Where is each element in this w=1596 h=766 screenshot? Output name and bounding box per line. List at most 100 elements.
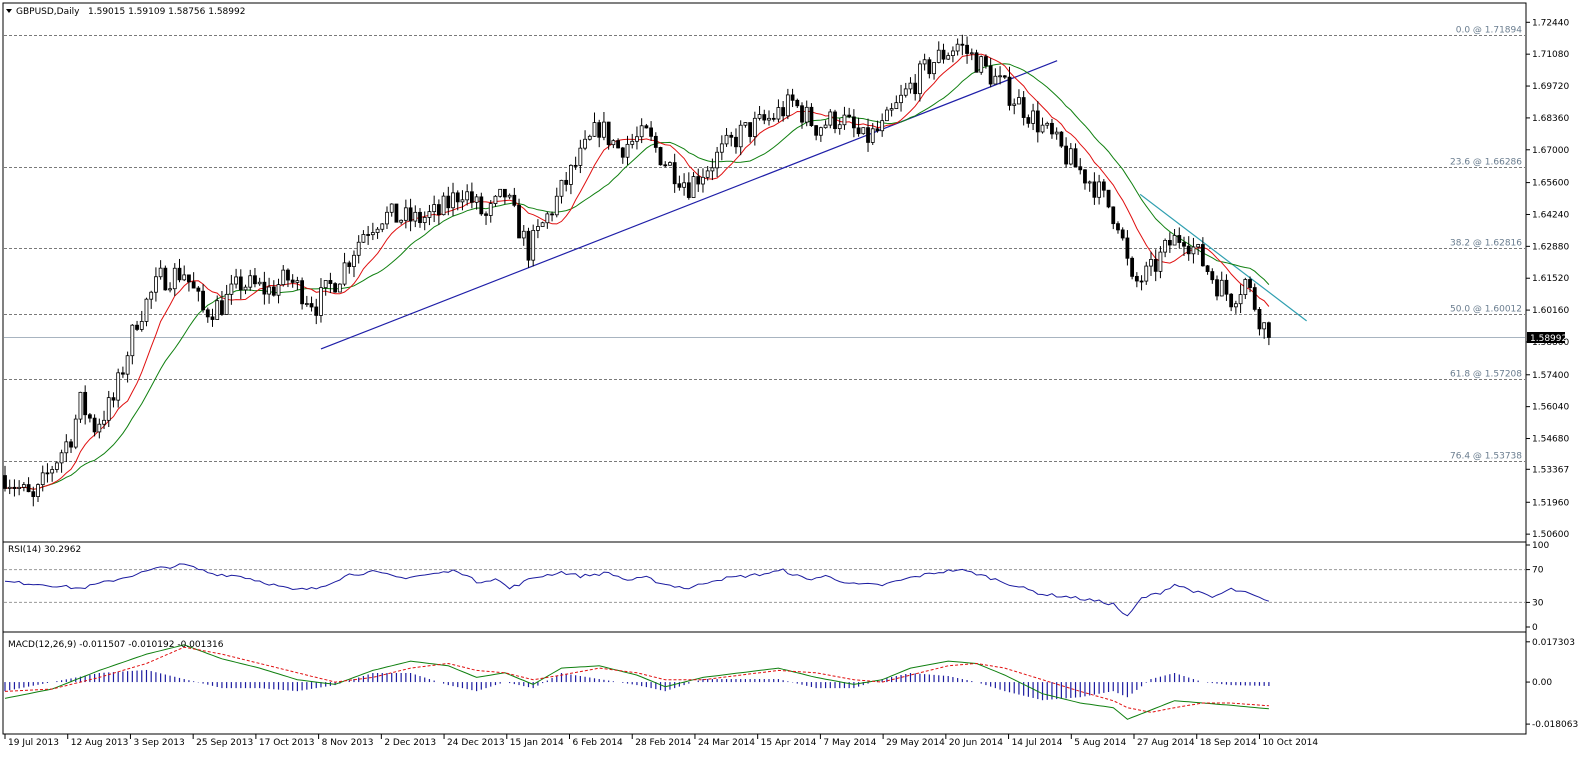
candle-body [1087,181,1092,184]
price-tick-label: 1.51960 [1532,498,1569,508]
candle-body [408,207,413,222]
candle-body [220,300,224,315]
candle-body [253,275,257,285]
candle-body [135,324,139,330]
candle-body [960,43,965,46]
time-tick-label: 6 Feb 2014 [573,738,624,748]
candle-body [526,230,531,261]
price-tick-label: 1.67000 [1532,146,1569,156]
candle-body [724,134,729,145]
candle-body [1233,303,1238,308]
candle-body [121,372,125,375]
candle-body [21,484,26,488]
candle-body [564,179,569,185]
candle-body [875,128,880,132]
candle-body [498,188,503,197]
candle-body [818,127,823,136]
candle-body [559,179,564,197]
candle-body [460,199,465,203]
rsi-tick-label: 70 [1532,566,1544,576]
candle-body [988,65,993,85]
candle-body [814,125,819,136]
candle-body [752,117,757,137]
candle-body [455,192,460,203]
candle-body [1210,271,1215,281]
candle-body [125,355,130,375]
candle-body [276,284,281,296]
candle-body [762,114,767,121]
candle-body [899,94,903,104]
candle-body [479,196,484,215]
candle-body [1031,110,1035,124]
candle-body [375,228,380,233]
candle-body [271,286,276,296]
candle-body [1229,293,1234,308]
candle-body [1186,245,1191,255]
candle-body [446,195,451,209]
candle-body [1035,110,1040,133]
rsi-tick-label: 0 [1532,623,1538,633]
macd-tick-label: 0.00 [1532,678,1552,688]
candle-body [31,491,36,497]
candle-body [517,204,521,239]
candle-body [936,49,941,63]
candle-body [1219,279,1224,297]
candle-body [823,124,828,129]
candle-body [229,283,234,295]
candle-body [1125,237,1130,259]
candle-body [337,283,342,293]
candle-body [432,204,437,213]
candle-body [922,59,927,65]
candle-body [54,462,59,470]
candle-body [1262,322,1267,330]
time-tick-label: 10 Oct 2014 [1262,738,1318,748]
candle-body [715,151,720,169]
macd-line [4,644,1269,720]
candle-body [40,472,45,486]
candle-body [111,397,116,401]
candle-body [738,124,743,148]
fib-label: 38.2 @ 1.62816 [1450,239,1522,249]
candle-body [1134,275,1139,282]
candle-body [234,276,238,285]
candle-body [884,109,889,122]
candle-body [26,484,31,493]
candle-body [785,94,790,117]
candle-body [484,213,488,216]
candle-body [413,211,418,222]
price-tick-label: 1.54680 [1532,435,1569,445]
candle-body [847,114,852,118]
candle-body [1215,279,1219,297]
candle-body [719,143,724,153]
time-tick-label: 7 May 2014 [823,738,876,748]
candle-body [1224,279,1229,295]
candle-body [932,62,936,75]
price-tick-label: 1.71080 [1532,50,1569,60]
candle-body [1243,279,1248,295]
candle-body [1266,322,1271,338]
candle-body [979,56,984,73]
candle-body [1026,117,1031,124]
candle-body [696,176,701,185]
price-tick-label: 1.64240 [1532,210,1569,220]
dropdown-triangle-icon[interactable] [6,9,12,13]
candle-body [328,280,333,284]
candle-body [1144,265,1149,282]
symbol-header: GBPUSD,Daily [16,7,80,17]
candle-body [418,211,422,224]
candle-body [97,423,102,433]
candle-body [1120,229,1125,239]
candle-body [1068,148,1073,165]
candle-body [1130,257,1135,277]
candle-body [158,267,163,278]
candle-body [795,99,800,107]
candle-body [569,164,573,185]
candle-body [521,230,526,239]
candle-body [130,324,135,357]
candle-body [50,469,55,474]
candle-body [347,262,352,267]
fib-label: 61.8 @ 1.57208 [1450,370,1522,380]
candle-body [545,213,550,224]
macd-signal-line [4,646,1269,713]
candle-body [701,176,705,185]
